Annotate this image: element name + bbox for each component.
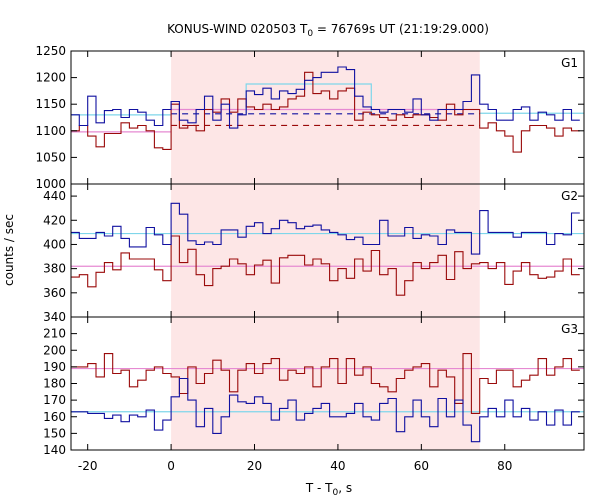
x-tick-label: 0 <box>167 459 175 473</box>
x-tick-label: 40 <box>330 459 345 473</box>
x-axis-title: T - T0, s <box>305 481 352 498</box>
x-axis-title-subscript: 0 <box>333 488 339 498</box>
panel-g1-y-tick-label: 1050 <box>35 150 66 164</box>
panel-g1-blue-series-line <box>71 66 580 129</box>
panel-g3-y-tick-label: 140 <box>43 443 66 457</box>
panel-g1-y-tick-label: 1250 <box>35 44 66 58</box>
panel-g2-blue-series-line <box>71 202 580 255</box>
x-tick-label: -20 <box>78 459 98 473</box>
panel-g1-shaded-interval <box>171 51 480 184</box>
panel-g3: 140 150 160 170 180 190 200 210 G3 <box>43 316 585 457</box>
panel-g3-label: G3 <box>561 322 578 336</box>
x-tick-label: 60 <box>414 459 429 473</box>
panel-g3-red-series-line <box>71 353 580 414</box>
chart-title-rest: = 76769s UT (21:19:29.000) <box>313 22 489 36</box>
y-axis-title: counts / sec <box>2 214 16 286</box>
panel-g3-y-tick-label: 190 <box>43 360 66 374</box>
panel-g1-series-group <box>71 66 584 153</box>
x-tick-label: 20 <box>247 459 262 473</box>
panel-g3-y-tick-label: 180 <box>43 377 66 391</box>
panel-g1-y-tick-label: 1200 <box>35 71 66 85</box>
panel-g2-y-tick-label: 340 <box>43 310 66 324</box>
panel-g3-y-tick-label: 170 <box>43 393 66 407</box>
panel-g1: 1000 1050 1100 1150 1200 1250 G1 <box>35 44 585 191</box>
x-axis-title-main: T - T <box>305 481 333 495</box>
panel-g2-label: G2 <box>561 189 578 203</box>
panel-g1-y-tick-label: 1100 <box>35 124 66 138</box>
chart-title-subscript: 0 <box>307 29 313 39</box>
panel-g1-y-tick-label: 1000 <box>35 177 66 191</box>
panel-g2-red-series-line <box>71 235 580 296</box>
panels-layer: 100010501100115012001250G134036038040042… <box>35 44 585 473</box>
panel-g1-label: G1 <box>561 56 578 70</box>
panel-g2-y-tick-label: 400 <box>43 237 66 251</box>
panel-g3-y-tick-label: 200 <box>43 343 66 357</box>
panel-g3-y-tick-label: 150 <box>43 426 66 440</box>
panel-g1-red-series-line <box>71 71 580 153</box>
chart-title-main: KONUS-WIND 020503 T <box>167 22 308 36</box>
panel-g3-blue-series-line <box>71 377 580 443</box>
x-tick-label: 80 <box>497 459 512 473</box>
panel-g2-y-tick-label: 380 <box>43 262 66 276</box>
panel-g2-shaded-interval <box>171 184 480 317</box>
panel-g3-y-tick-label: 160 <box>43 410 66 424</box>
panel-g1-y-tick-label: 1150 <box>35 97 66 111</box>
panel-g3-y-tick-label: 210 <box>43 327 66 341</box>
panel-g2-series-group <box>71 202 584 296</box>
panel-g2: 340 360 380 400 420 440 G2 <box>43 183 585 324</box>
panel-g2-y-tick-label: 440 <box>43 189 66 203</box>
panel-g3-shaded-interval <box>171 317 480 450</box>
x-axis-title-rest: , s <box>338 481 352 495</box>
panel-g2-y-tick-label: 420 <box>43 213 66 227</box>
chart-title: KONUS-WIND 020503 T0 = 76769s UT (21:19:… <box>167 22 489 39</box>
panel-g3-series-group <box>71 353 584 443</box>
panel-g2-y-tick-label: 360 <box>43 286 66 300</box>
